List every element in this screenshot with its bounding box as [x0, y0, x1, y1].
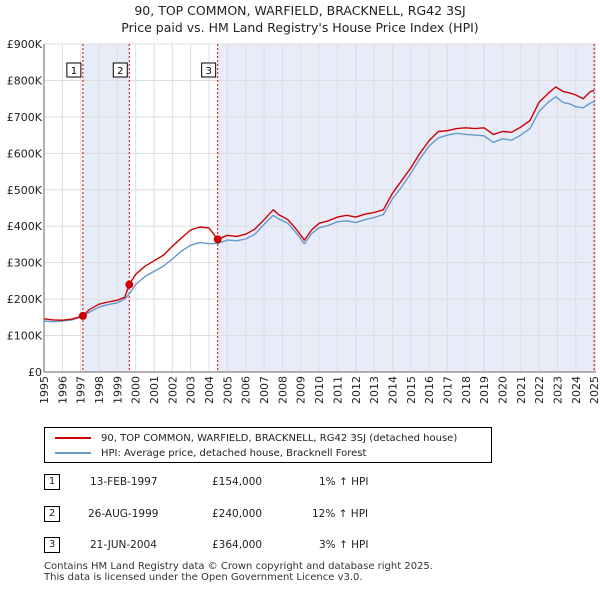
x-tick-label: 1995 — [38, 376, 51, 404]
x-tick-label: 2021 — [515, 376, 528, 404]
sale-point — [125, 280, 134, 289]
x-tick-label: 2023 — [551, 376, 564, 404]
y-tick-label: £800K — [7, 74, 43, 87]
sale-range-shade — [82, 44, 130, 372]
chart-title: 90, TOP COMMON, WARFIELD, BRACKNELL, RG4… — [0, 2, 600, 36]
sale-label-box — [112, 62, 128, 78]
legend-item-hpi: HPI: Average price, detached house, Brac… — [55, 446, 366, 460]
x-tick-label: 2006 — [240, 376, 253, 404]
table-row: 3 21-JUN-2004 £364,000 3% ↑ HPI — [44, 537, 444, 555]
x-tick-label: 2000 — [130, 376, 143, 404]
legend-label-hpi: HPI: Average price, detached house, Brac… — [101, 447, 367, 459]
x-tick-label: 2011 — [331, 376, 344, 404]
x-tick-label: 2024 — [570, 376, 583, 404]
x-tick-label: 1997 — [75, 376, 88, 404]
y-tick-label: £700K — [7, 111, 43, 124]
x-tick-label: 2003 — [185, 376, 198, 404]
footer-line2: This data is licensed under the Open Gov… — [44, 572, 363, 583]
y-tick-label: £0 — [28, 366, 42, 379]
legend-label-price: 90, TOP COMMON, WARFIELD, BRACKNELL, RG4… — [101, 432, 458, 444]
x-tick-label: 1996 — [56, 376, 69, 404]
legend-item-price: 90, TOP COMMON, WARFIELD, BRACKNELL, RG4… — [55, 431, 457, 445]
row-badge: 2 — [44, 506, 60, 522]
x-tick-label: 2015 — [405, 376, 418, 404]
y-tick-label: £600K — [7, 147, 43, 160]
sale-label: 2 — [117, 66, 123, 77]
x-tick-label: 1999 — [111, 376, 124, 404]
x-tick-label: 2017 — [441, 376, 454, 404]
sale-label: 1 — [71, 66, 77, 77]
x-tick-label: 2002 — [166, 376, 179, 404]
price-paid-line — [43, 86, 595, 321]
row-hpi: 1% ↑ HPI — [319, 476, 369, 488]
x-tick-label: 2013 — [368, 376, 381, 404]
x-tick-label: 2025 — [588, 376, 600, 404]
x-tick-label: 2014 — [386, 376, 399, 404]
price-chart: £0 £100K £200K £300K £400K £500K £600K £700K £80… — [7, 38, 600, 404]
row-hpi: 3% ↑ HPI — [319, 539, 369, 551]
sale-label-box — [66, 62, 82, 78]
x-tick-label: 2019 — [478, 376, 491, 404]
y-tick-label: £900K — [7, 38, 43, 51]
y-tick-label: £400K — [7, 220, 43, 233]
footer-line1: Contains HM Land Registry data © Crown c… — [44, 561, 433, 572]
x-tick-label: 2005 — [221, 376, 234, 404]
chart-title-line1: 90, TOP COMMON, WARFIELD, BRACKNELL, RG4… — [134, 3, 466, 18]
x-tick-label: 2004 — [203, 376, 216, 404]
legend-swatch-price — [55, 437, 91, 439]
row-date: 26-AUG-1999 — [88, 508, 159, 520]
table-row: 2 26-AUG-1999 £240,000 12% ↑ HPI — [44, 506, 444, 524]
x-tick-label: 2007 — [258, 376, 271, 404]
row-price: £364,000 — [212, 539, 263, 551]
hpi-line — [43, 96, 595, 323]
x-tick-label: 2010 — [313, 376, 326, 404]
table-row: 1 13-FEB-1997 £154,000 1% ↑ HPI — [44, 474, 444, 492]
row-price: £154,000 — [212, 476, 263, 488]
row-date: 21-JUN-2004 — [90, 539, 157, 551]
row-badge: 1 — [44, 474, 60, 490]
x-tick-label: 1998 — [93, 376, 106, 404]
row-badge: 3 — [44, 537, 60, 553]
sale-point — [78, 311, 87, 320]
sale-range-shade — [217, 44, 596, 372]
chart-legend: 90, TOP COMMON, WARFIELD, BRACKNELL, RG4… — [44, 427, 492, 463]
y-tick-label: £500K — [7, 184, 43, 197]
x-tick-label: 2009 — [295, 376, 308, 404]
x-tick-label: 2018 — [460, 376, 473, 404]
sale-label-box — [201, 62, 217, 78]
x-tick-label: 2020 — [496, 376, 509, 404]
legend-swatch-hpi — [55, 452, 91, 454]
y-tick-label: £200K — [7, 293, 43, 306]
row-price: £240,000 — [212, 508, 263, 520]
sale-label: 3 — [205, 66, 211, 77]
y-tick-label: £300K — [7, 257, 43, 270]
x-tick-label: 2022 — [533, 376, 546, 404]
footer: Contains HM Land Registry data © Crown c… — [44, 561, 433, 583]
x-tick-label: 2008 — [276, 376, 289, 404]
row-hpi: 12% ↑ HPI — [312, 508, 369, 520]
y-tick-label: £100K — [7, 330, 43, 343]
row-date: 13-FEB-1997 — [90, 476, 158, 488]
x-tick-label: 2001 — [148, 376, 161, 404]
sale-point — [213, 235, 222, 244]
x-tick-label: 2012 — [350, 376, 363, 404]
x-tick-label: 2016 — [423, 376, 436, 404]
chart-title-line2: Price paid vs. HM Land Registry's House … — [121, 20, 479, 35]
